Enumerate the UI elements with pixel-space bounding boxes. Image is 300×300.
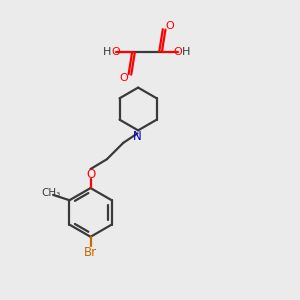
Text: H: H [182, 47, 191, 57]
Text: O: O [166, 21, 174, 31]
Text: O: O [120, 73, 128, 83]
Text: CH₃: CH₃ [41, 188, 60, 197]
Text: O: O [86, 168, 95, 181]
Text: H: H [103, 47, 112, 57]
Text: N: N [133, 130, 142, 143]
Text: Br: Br [84, 246, 97, 259]
Text: O: O [174, 47, 183, 57]
Text: O: O [111, 47, 120, 57]
